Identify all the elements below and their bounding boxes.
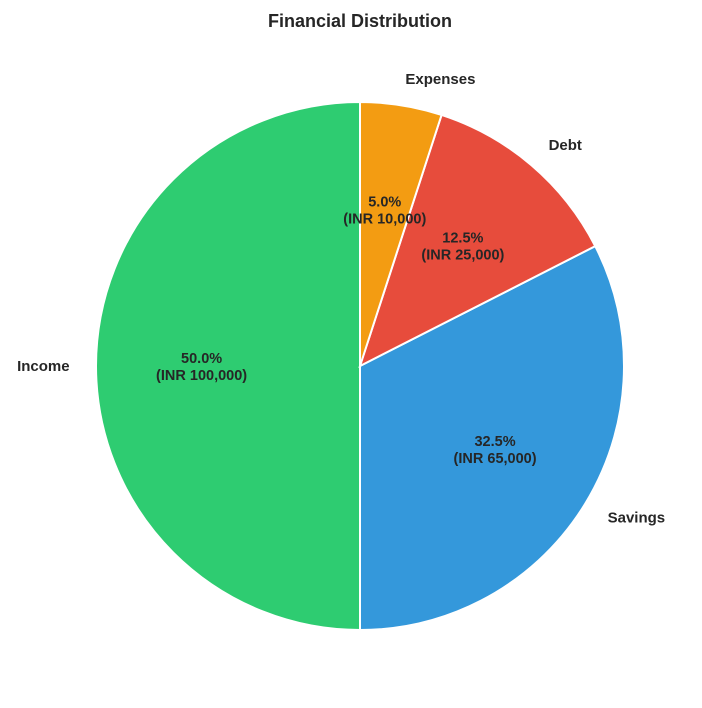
category-label-savings: Savings <box>608 510 666 527</box>
category-label-expenses: Expenses <box>405 71 475 88</box>
pie-slice-income <box>95 100 361 632</box>
pie-labels: Income 50.0%(INR 100,000)Savings32.5%(INR… <box>17 71 665 527</box>
percent-label-savings: 32.5% <box>474 434 515 450</box>
pie-slice-debt <box>358 113 597 368</box>
amount-label-income: (INR 100,000) <box>156 368 247 384</box>
category-label-income: Income <box>17 358 70 375</box>
pie-slice-savings <box>359 244 625 632</box>
pie-slice-expenses <box>359 100 443 367</box>
category-label-debt: Debt <box>549 137 582 154</box>
amount-label-debt: (INR 25,000) <box>421 248 504 264</box>
percent-label-income: 50.0% <box>181 351 222 367</box>
chart-title: Financial Distribution <box>268 11 452 31</box>
percent-label-debt: 12.5% <box>442 231 483 247</box>
amount-label-savings: (INR 65,000) <box>454 451 537 467</box>
pie-slices <box>95 100 625 632</box>
amount-label-expenses: (INR 10,000) <box>343 212 426 228</box>
percent-label-expenses: 5.0% <box>368 195 401 211</box>
